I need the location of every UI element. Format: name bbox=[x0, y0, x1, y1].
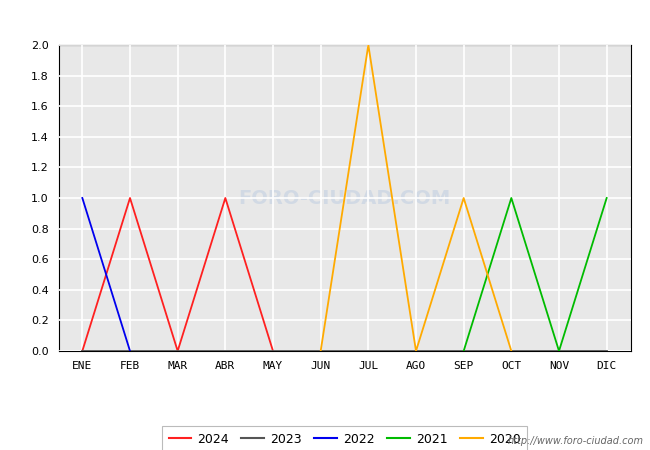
Text: FORO-CIUDAD.COM: FORO-CIUDAD.COM bbox=[239, 189, 450, 207]
Text: Matriculaciones de Vehiculos en Aldeanueva de la Sierra: Matriculaciones de Vehiculos en Aldeanue… bbox=[84, 13, 566, 28]
Text: http://www.foro-ciudad.com: http://www.foro-ciudad.com bbox=[508, 436, 644, 446]
Legend: 2024, 2023, 2022, 2021, 2020: 2024, 2023, 2022, 2021, 2020 bbox=[162, 426, 526, 450]
